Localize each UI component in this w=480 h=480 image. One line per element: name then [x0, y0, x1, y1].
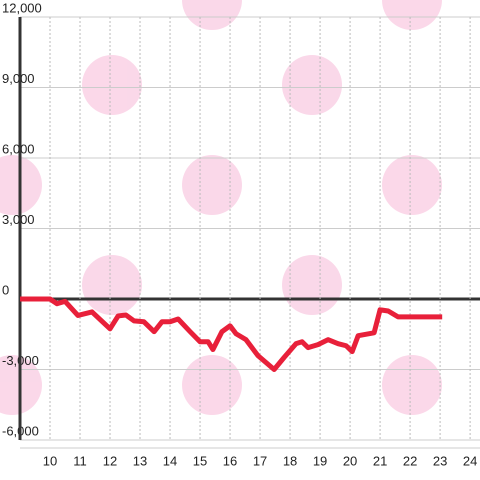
data-line	[20, 296, 443, 372]
watermarks	[0, 0, 442, 415]
x-tick-label: 10	[43, 453, 57, 468]
y-tick-label: 12,000	[2, 0, 42, 15]
x-tick-label: 13	[133, 453, 147, 468]
x-tick-label: 17	[253, 453, 267, 468]
x-tick-label: 18	[283, 453, 297, 468]
y-tick-label: 6,000	[2, 141, 35, 156]
x-tick-label: 21	[373, 453, 387, 468]
x-tick-label: 20	[343, 453, 357, 468]
x-tick-label: 14	[163, 453, 177, 468]
x-tick-label: 22	[403, 453, 417, 468]
x-tick-label: 19	[313, 453, 327, 468]
x-tick-label: 15	[193, 453, 207, 468]
y-tick-label: 9,000	[2, 71, 35, 86]
x-tick-label: 23	[433, 453, 447, 468]
x-tick-label: 16	[223, 453, 237, 468]
y-tick-label: 0	[2, 282, 9, 297]
x-tick-label: 12	[103, 453, 117, 468]
x-tick-label: 11	[73, 453, 87, 468]
y-tick-label: 3,000	[2, 212, 35, 227]
x-tick-label: 24	[463, 453, 477, 468]
